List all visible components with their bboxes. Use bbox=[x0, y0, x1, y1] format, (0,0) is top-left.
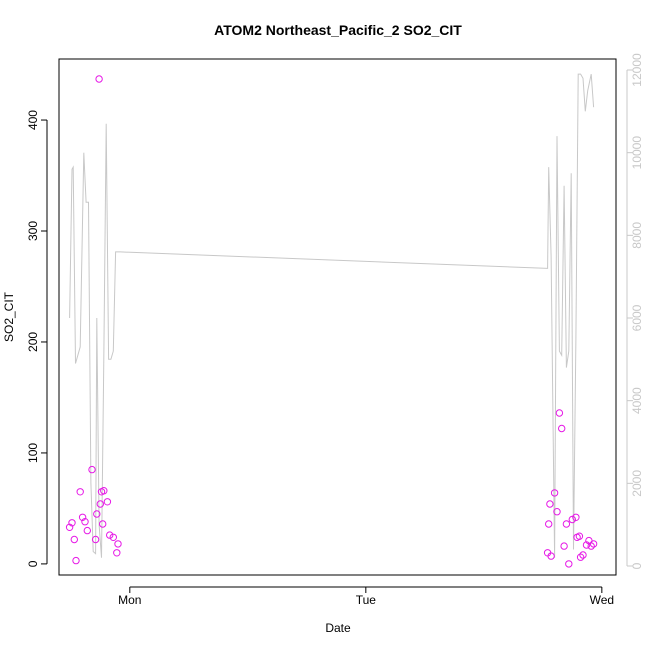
x-axis: Mon Tue Wed bbox=[118, 586, 614, 607]
plot-frame bbox=[58, 58, 617, 576]
data-point bbox=[555, 409, 564, 417]
left-tick-label: 300 bbox=[26, 221, 40, 241]
data-point bbox=[575, 532, 584, 540]
right-tick-label: 8000 bbox=[630, 222, 644, 249]
data-point bbox=[109, 533, 118, 541]
data-point bbox=[78, 513, 87, 521]
data-point bbox=[113, 549, 121, 557]
data-point bbox=[547, 552, 555, 560]
data-point bbox=[96, 500, 105, 508]
data-point bbox=[582, 541, 591, 549]
left-axis: 0 100 200 300 400 bbox=[26, 110, 48, 567]
data-point bbox=[562, 520, 571, 528]
data-point bbox=[81, 518, 89, 526]
data-point bbox=[88, 465, 96, 474]
y-axis-label: SO2_CIT bbox=[2, 291, 16, 342]
data-point bbox=[565, 560, 573, 568]
right-tick-label: 12000 bbox=[630, 53, 644, 87]
data-point bbox=[587, 542, 595, 550]
data-point bbox=[72, 556, 80, 565]
right-tick-label: 10000 bbox=[630, 136, 644, 170]
data-point bbox=[100, 487, 108, 495]
data-point bbox=[95, 75, 103, 83]
data-point bbox=[106, 531, 114, 539]
chart-title: ATOM2 Northeast_Pacific_2 SO2_CIT bbox=[214, 22, 462, 38]
x-tick-label: Mon bbox=[118, 593, 141, 607]
data-point bbox=[65, 523, 74, 531]
x-tick-label: Tue bbox=[356, 593, 377, 607]
data-point bbox=[68, 519, 76, 527]
x-axis-label: Date bbox=[325, 621, 351, 635]
right-tick-label: 0 bbox=[630, 562, 644, 569]
data-point bbox=[546, 500, 554, 508]
data-point bbox=[103, 498, 112, 506]
left-tick-label: 0 bbox=[26, 560, 40, 567]
left-tick-label: 400 bbox=[26, 110, 40, 130]
series-point-layer bbox=[65, 75, 598, 568]
data-point bbox=[589, 540, 598, 548]
right-tick-label: 4000 bbox=[630, 387, 644, 414]
left-tick-label: 200 bbox=[26, 332, 40, 352]
right-tick-label: 6000 bbox=[630, 304, 644, 331]
data-point bbox=[576, 553, 585, 561]
series-line-layer bbox=[69, 73, 595, 558]
data-point bbox=[99, 520, 107, 528]
data-point bbox=[114, 540, 122, 548]
right-axis: 0 2000 4000 6000 8000 10000 12000 bbox=[626, 53, 644, 569]
data-point bbox=[572, 513, 580, 521]
data-point bbox=[70, 535, 79, 544]
right-tick-label: 2000 bbox=[630, 470, 644, 497]
data-point bbox=[545, 520, 553, 528]
data-point bbox=[83, 526, 92, 535]
data-point bbox=[568, 515, 576, 524]
data-point bbox=[550, 489, 559, 497]
data-point bbox=[76, 488, 84, 496]
data-point bbox=[91, 535, 100, 544]
left-tick-label: 100 bbox=[26, 443, 40, 463]
data-point bbox=[93, 510, 101, 518]
data-point bbox=[558, 424, 566, 433]
series-line bbox=[69, 73, 595, 558]
data-point bbox=[560, 542, 568, 550]
x-tick-label: Wed bbox=[590, 593, 614, 607]
data-point bbox=[579, 551, 587, 559]
data-point bbox=[553, 508, 561, 516]
